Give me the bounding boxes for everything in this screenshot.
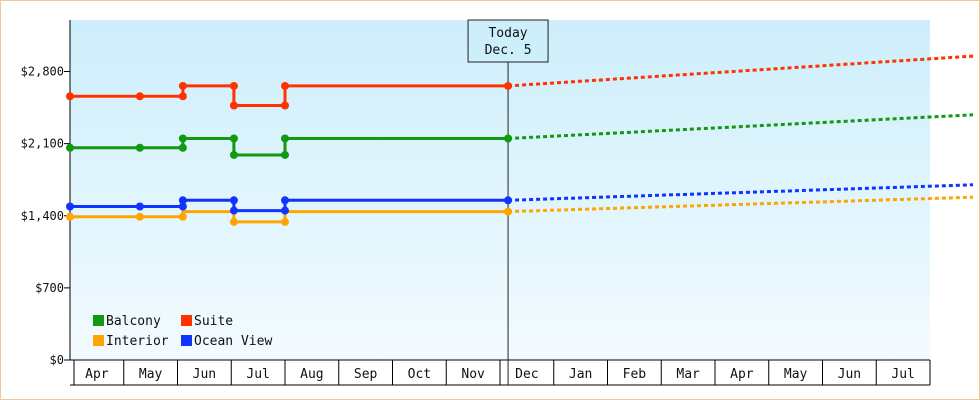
data-point-balcony (66, 143, 74, 152)
data-point-suite (281, 81, 289, 90)
x-tick-label: Dec (515, 367, 538, 382)
legend-swatch-suite (181, 315, 192, 326)
data-point-interior (178, 212, 187, 221)
data-point-balcony (178, 143, 187, 152)
data-point-ocean-view (229, 196, 238, 205)
today-label-line1: Today (488, 26, 527, 41)
axes: $0 $700 $1,400 $2,100 $2,800 Apr May Jun Jul Aug S… (21, 20, 931, 386)
x-tick-label: Jul (891, 367, 914, 382)
data-point-balcony (504, 134, 513, 143)
legend-swatch-ocean-view (181, 335, 192, 346)
data-point-interior (66, 212, 74, 221)
y-tick-label: $2,100 (21, 137, 64, 151)
series-ocean-view (66, 183, 974, 215)
x-tick-label: Aug (300, 367, 323, 382)
data-point-interior (504, 207, 513, 216)
data-point-suite (135, 92, 144, 101)
series-balcony (66, 113, 974, 159)
data-point-ocean-view (178, 196, 187, 205)
y-tick-label: $2,800 (21, 65, 64, 79)
x-tick-label: Jan (569, 367, 592, 382)
data-point-ocean-view (135, 202, 144, 211)
series-layer (66, 54, 974, 226)
data-point-suite (229, 81, 238, 90)
data-point-suite (178, 81, 187, 90)
series-suite (66, 54, 974, 110)
data-point-ocean-view (66, 202, 74, 211)
data-point-balcony (178, 134, 187, 143)
legend-swatch-balcony (93, 315, 104, 326)
legend-label-suite: Suite (194, 314, 233, 329)
x-tick-label: Jul (246, 367, 269, 382)
today-marker: Today Dec. 5 (467, 19, 549, 385)
y-tick-label: $700 (35, 281, 64, 295)
data-point-interior (135, 212, 144, 221)
legend-label-interior: Interior (106, 334, 169, 349)
series-forecast-ocean-view (508, 183, 974, 202)
legend: Balcony Suite Interior Ocean View (93, 314, 272, 349)
data-point-balcony (135, 143, 144, 152)
legend-label-ocean-view: Ocean View (194, 334, 272, 349)
x-tick-label: May (139, 367, 163, 382)
data-point-balcony (281, 134, 289, 143)
y-tick-label: $0 (50, 353, 64, 367)
series-forecast-balcony (508, 113, 974, 140)
data-point-suite (229, 101, 238, 110)
x-tick-label: Feb (623, 367, 647, 382)
series-forecast-suite (508, 54, 974, 88)
x-tick-label: Jun (193, 367, 216, 382)
data-point-interior (281, 217, 289, 226)
x-tick-label: Jun (838, 367, 861, 382)
x-tick-label: Mar (676, 367, 700, 382)
data-point-suite (66, 92, 74, 101)
data-point-ocean-view (504, 196, 513, 205)
data-point-balcony (281, 150, 289, 159)
data-point-balcony (229, 150, 238, 159)
x-tick-label: Sep (354, 367, 378, 382)
data-point-ocean-view (178, 202, 187, 211)
data-point-ocean-view (281, 206, 289, 215)
plot-area (70, 20, 930, 360)
data-point-suite (178, 92, 187, 101)
x-tick-label: May (784, 367, 808, 382)
x-tick-label: Oct (408, 367, 431, 382)
today-label-line2: Dec. 5 (485, 43, 532, 58)
data-point-suite (281, 101, 289, 110)
data-point-suite (504, 81, 513, 90)
series-forecast-interior (508, 195, 974, 214)
x-tick-label: Apr (85, 367, 109, 382)
data-point-ocean-view (281, 196, 289, 205)
today-label-box (467, 19, 549, 63)
legend-label-balcony: Balcony (106, 314, 161, 329)
data-point-interior (229, 217, 238, 226)
y-tick-label: $1,400 (21, 209, 64, 223)
data-point-ocean-view (229, 206, 238, 215)
x-tick-label: Apr (730, 367, 754, 382)
data-point-balcony (229, 134, 238, 143)
x-tick-label: Nov (461, 367, 485, 382)
legend-swatch-interior (93, 335, 104, 346)
